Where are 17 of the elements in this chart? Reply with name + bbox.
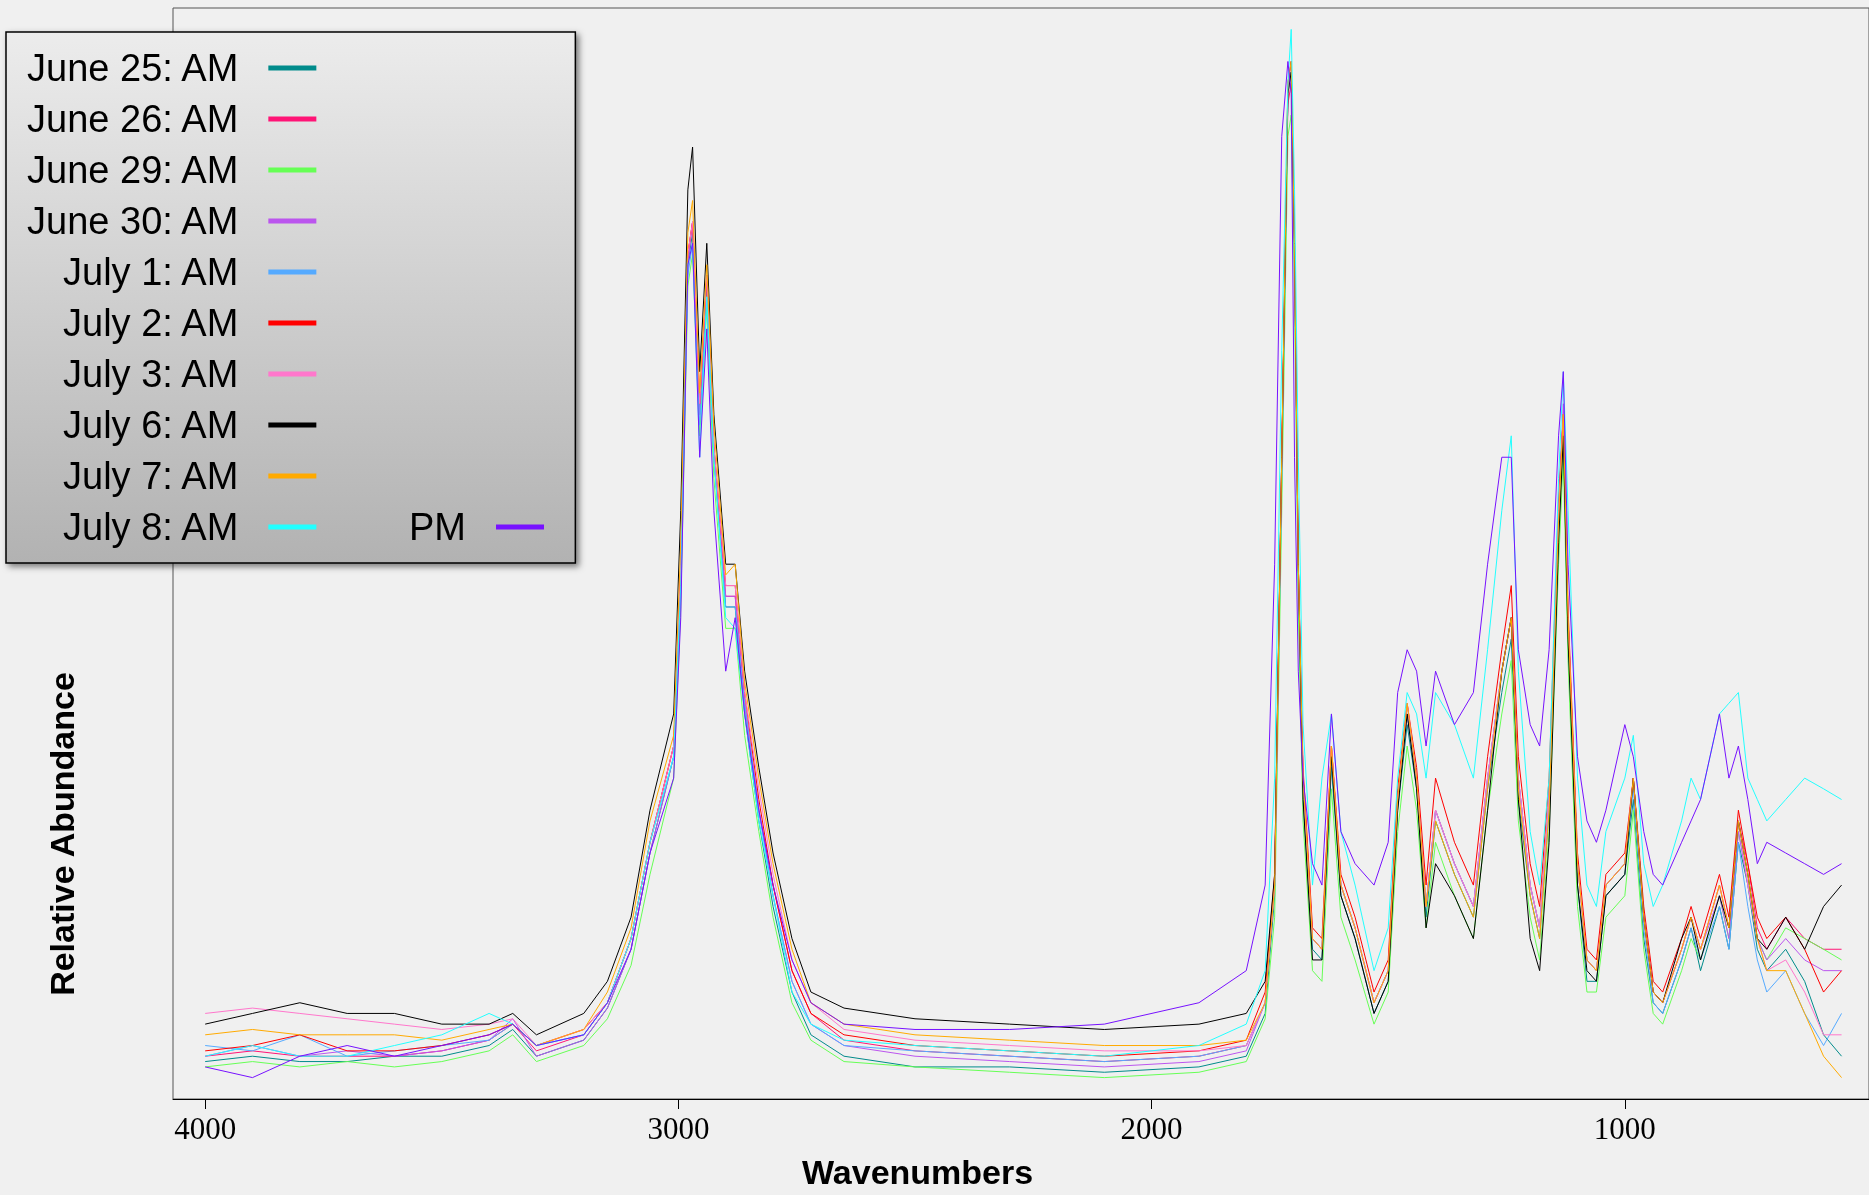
- legend-label: July 6: AM: [63, 404, 239, 446]
- x-axis-title: Wavenumbers: [802, 1153, 1034, 1191]
- x-tick-label: 1000: [1593, 1111, 1656, 1146]
- legend-label: June 26: AM: [27, 98, 239, 140]
- legend-label: July 1: AM: [63, 251, 239, 293]
- legend-label: June 25: AM: [27, 47, 239, 89]
- legend-label: June 29: AM: [27, 149, 239, 191]
- legend-label: July 8: AM: [63, 506, 239, 548]
- x-tick-label: 4000: [174, 1111, 237, 1146]
- y-axis-title: Relative Abundance: [43, 672, 81, 996]
- legend-label: July 7: AM: [63, 455, 239, 497]
- x-tick-label: 2000: [1120, 1111, 1183, 1146]
- legend-label: June 30: AM: [27, 200, 239, 242]
- legend-label: July 3: AM: [63, 353, 239, 395]
- legend-label: July 2: AM: [63, 302, 239, 344]
- legend-label: PM: [409, 506, 466, 548]
- x-tick-label: 3000: [647, 1111, 710, 1146]
